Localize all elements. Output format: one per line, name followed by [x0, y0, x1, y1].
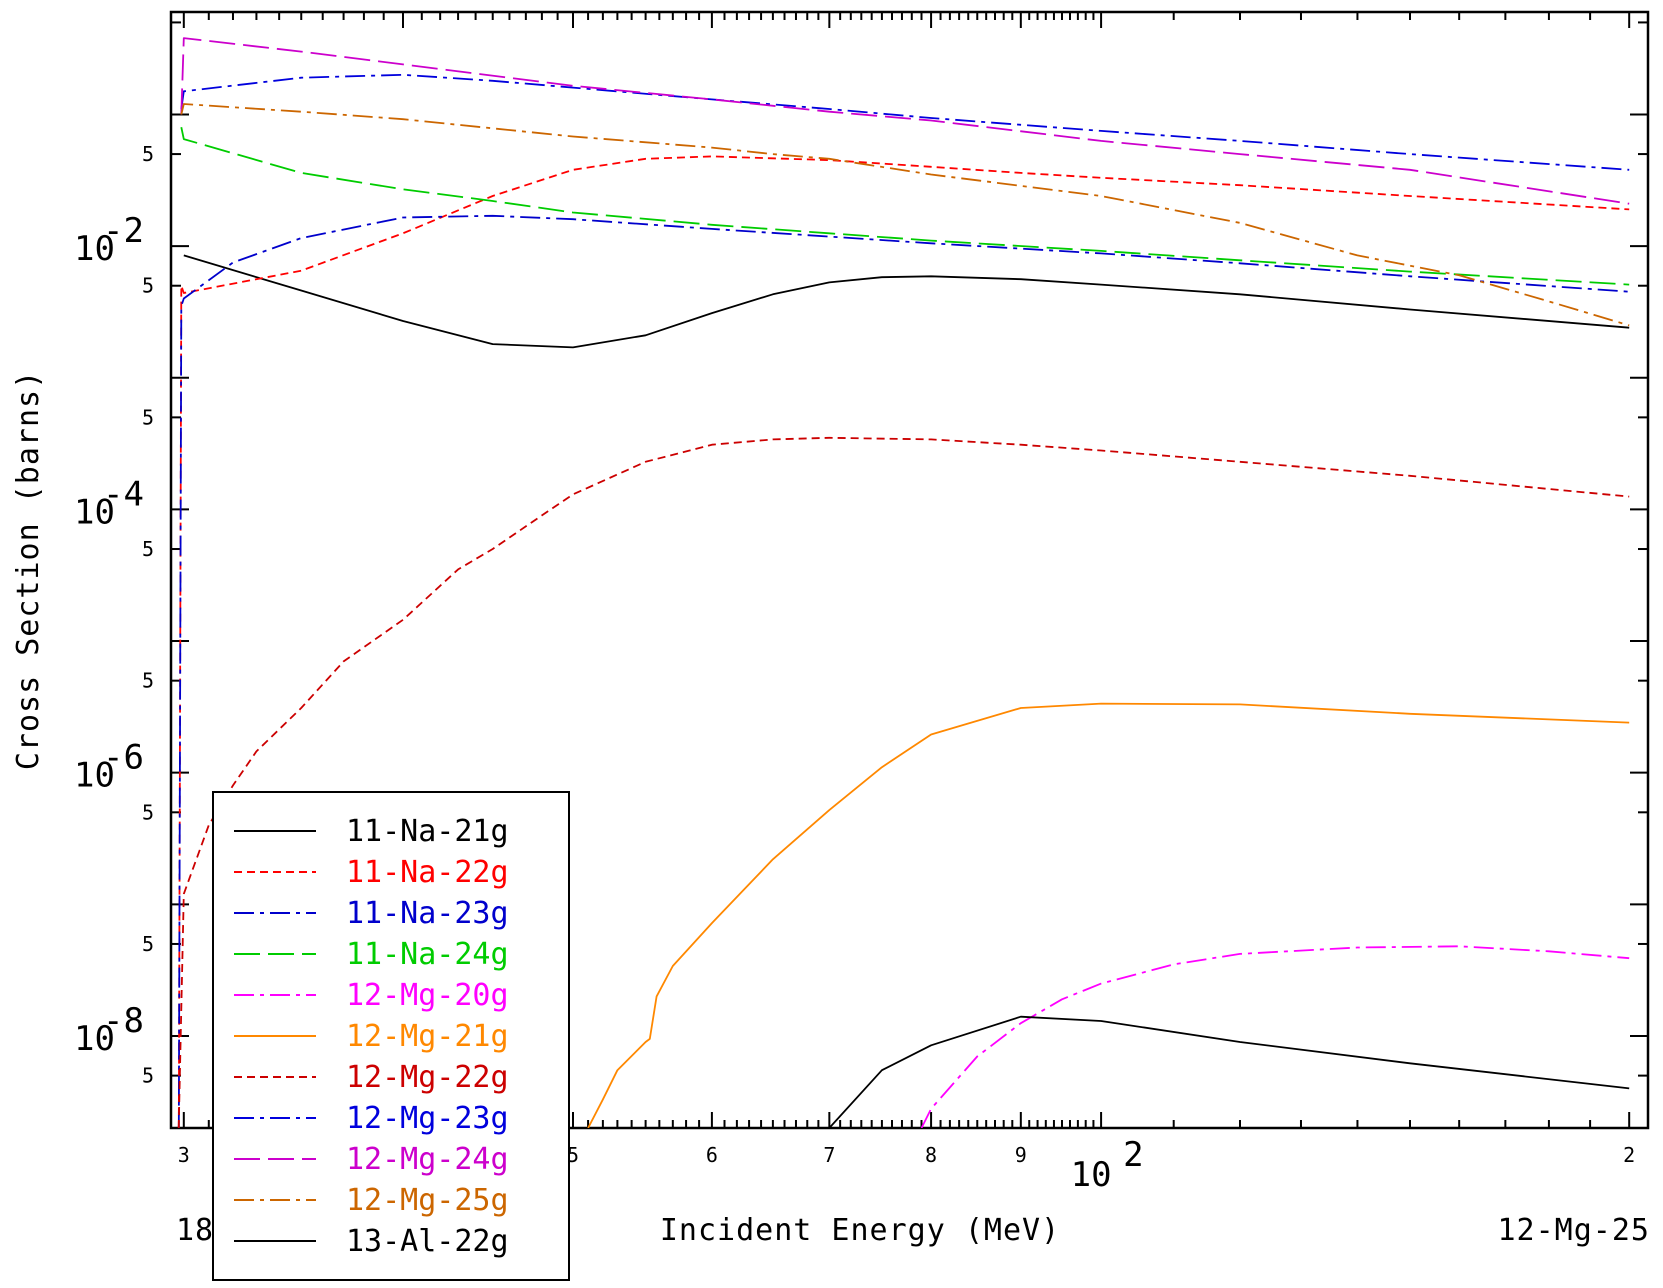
y-minor-label: 5 — [142, 274, 154, 298]
y-axis-title: Cross Section (barns) — [11, 370, 46, 770]
legend-label: 11-Na-23g — [346, 896, 509, 931]
series-line-12-Mg-25g — [180, 103, 1630, 327]
legend-label: 11-Na-21g — [346, 814, 509, 849]
y-tick-label: 10 — [74, 756, 115, 796]
y-minor-label: 5 — [142, 1064, 154, 1088]
y-minor-label: 5 — [142, 669, 154, 693]
y-minor-label: 5 — [142, 537, 154, 561]
legend-items: 11-Na-21g 11-Na-22g 11-Na-23g 11-Na-24g 12-M… — [234, 814, 509, 1259]
series-line-11-Na-24g — [180, 127, 1630, 286]
y-minor-label: 5 — [142, 405, 154, 429]
y-tick-label: 10 — [74, 1019, 115, 1059]
x-tick-exponent: 2 — [1123, 1135, 1143, 1175]
series-line-12-Mg-21g — [587, 702, 1630, 1128]
y-tick-exponent: -2 — [103, 211, 144, 251]
footer-left-label: 18 — [176, 1213, 214, 1248]
y-tick-label: 10 — [74, 229, 115, 269]
series-line-11-Na-22g — [177, 155, 1630, 1128]
x-tick-label: 6 — [706, 1143, 718, 1167]
series-line-11-Na-23g — [177, 214, 1630, 1128]
y-minor-label: 5 — [142, 932, 154, 956]
footer-right-label: 12-Mg-25 — [1498, 1213, 1651, 1248]
x-axis-title: Incident Energy (MeV) — [660, 1213, 1060, 1248]
plot-frame — [169, 10, 1650, 1130]
legend-label: 12-Mg-22g — [346, 1060, 509, 1095]
series-layer — [177, 37, 1630, 1128]
legend-label: 11-Na-24g — [346, 937, 509, 972]
series-line-13-Al-22g — [828, 1015, 1630, 1128]
series-line-12-Mg-23g — [180, 73, 1630, 171]
x-tick-label: 9 — [1015, 1143, 1027, 1167]
series-line-12-Mg-20g — [920, 945, 1630, 1128]
x-tick-label: 10 — [1071, 1155, 1112, 1195]
legend-label: 12-Mg-21g — [346, 1019, 509, 1054]
x-tick-label: 8 — [925, 1143, 937, 1167]
legend-label: 12-Mg-24g — [346, 1142, 509, 1177]
y-tick-exponent: -6 — [103, 738, 144, 778]
x-tick-label: 7 — [823, 1143, 835, 1167]
legend-label: 11-Na-22g — [346, 855, 509, 890]
y-tick-exponent: -8 — [103, 1001, 144, 1041]
legend-label: 12-Mg-20g — [346, 978, 509, 1013]
series-line-12-Mg-22g — [177, 436, 1630, 1128]
y-minor-label: 5 — [142, 142, 154, 166]
y-tick-exponent: -4 — [103, 474, 144, 514]
y-minor-label: 5 — [142, 800, 154, 824]
legend-label: 13-Al-22g — [346, 1224, 509, 1259]
x-tick-label: 2 — [1623, 1143, 1635, 1167]
x-tick-label: 3 — [178, 1143, 190, 1167]
legend-label: 12-Mg-23g — [346, 1101, 509, 1136]
series-line-11-Na-21g — [183, 254, 1630, 349]
series-line-12-Mg-24g — [180, 37, 1630, 205]
legend: 11-Na-21g 11-Na-22g 11-Na-23g 11-Na-24g 12-M… — [212, 791, 570, 1281]
y-tick-label: 10 — [74, 492, 115, 532]
legend-label: 12-Mg-25g — [346, 1183, 509, 1218]
